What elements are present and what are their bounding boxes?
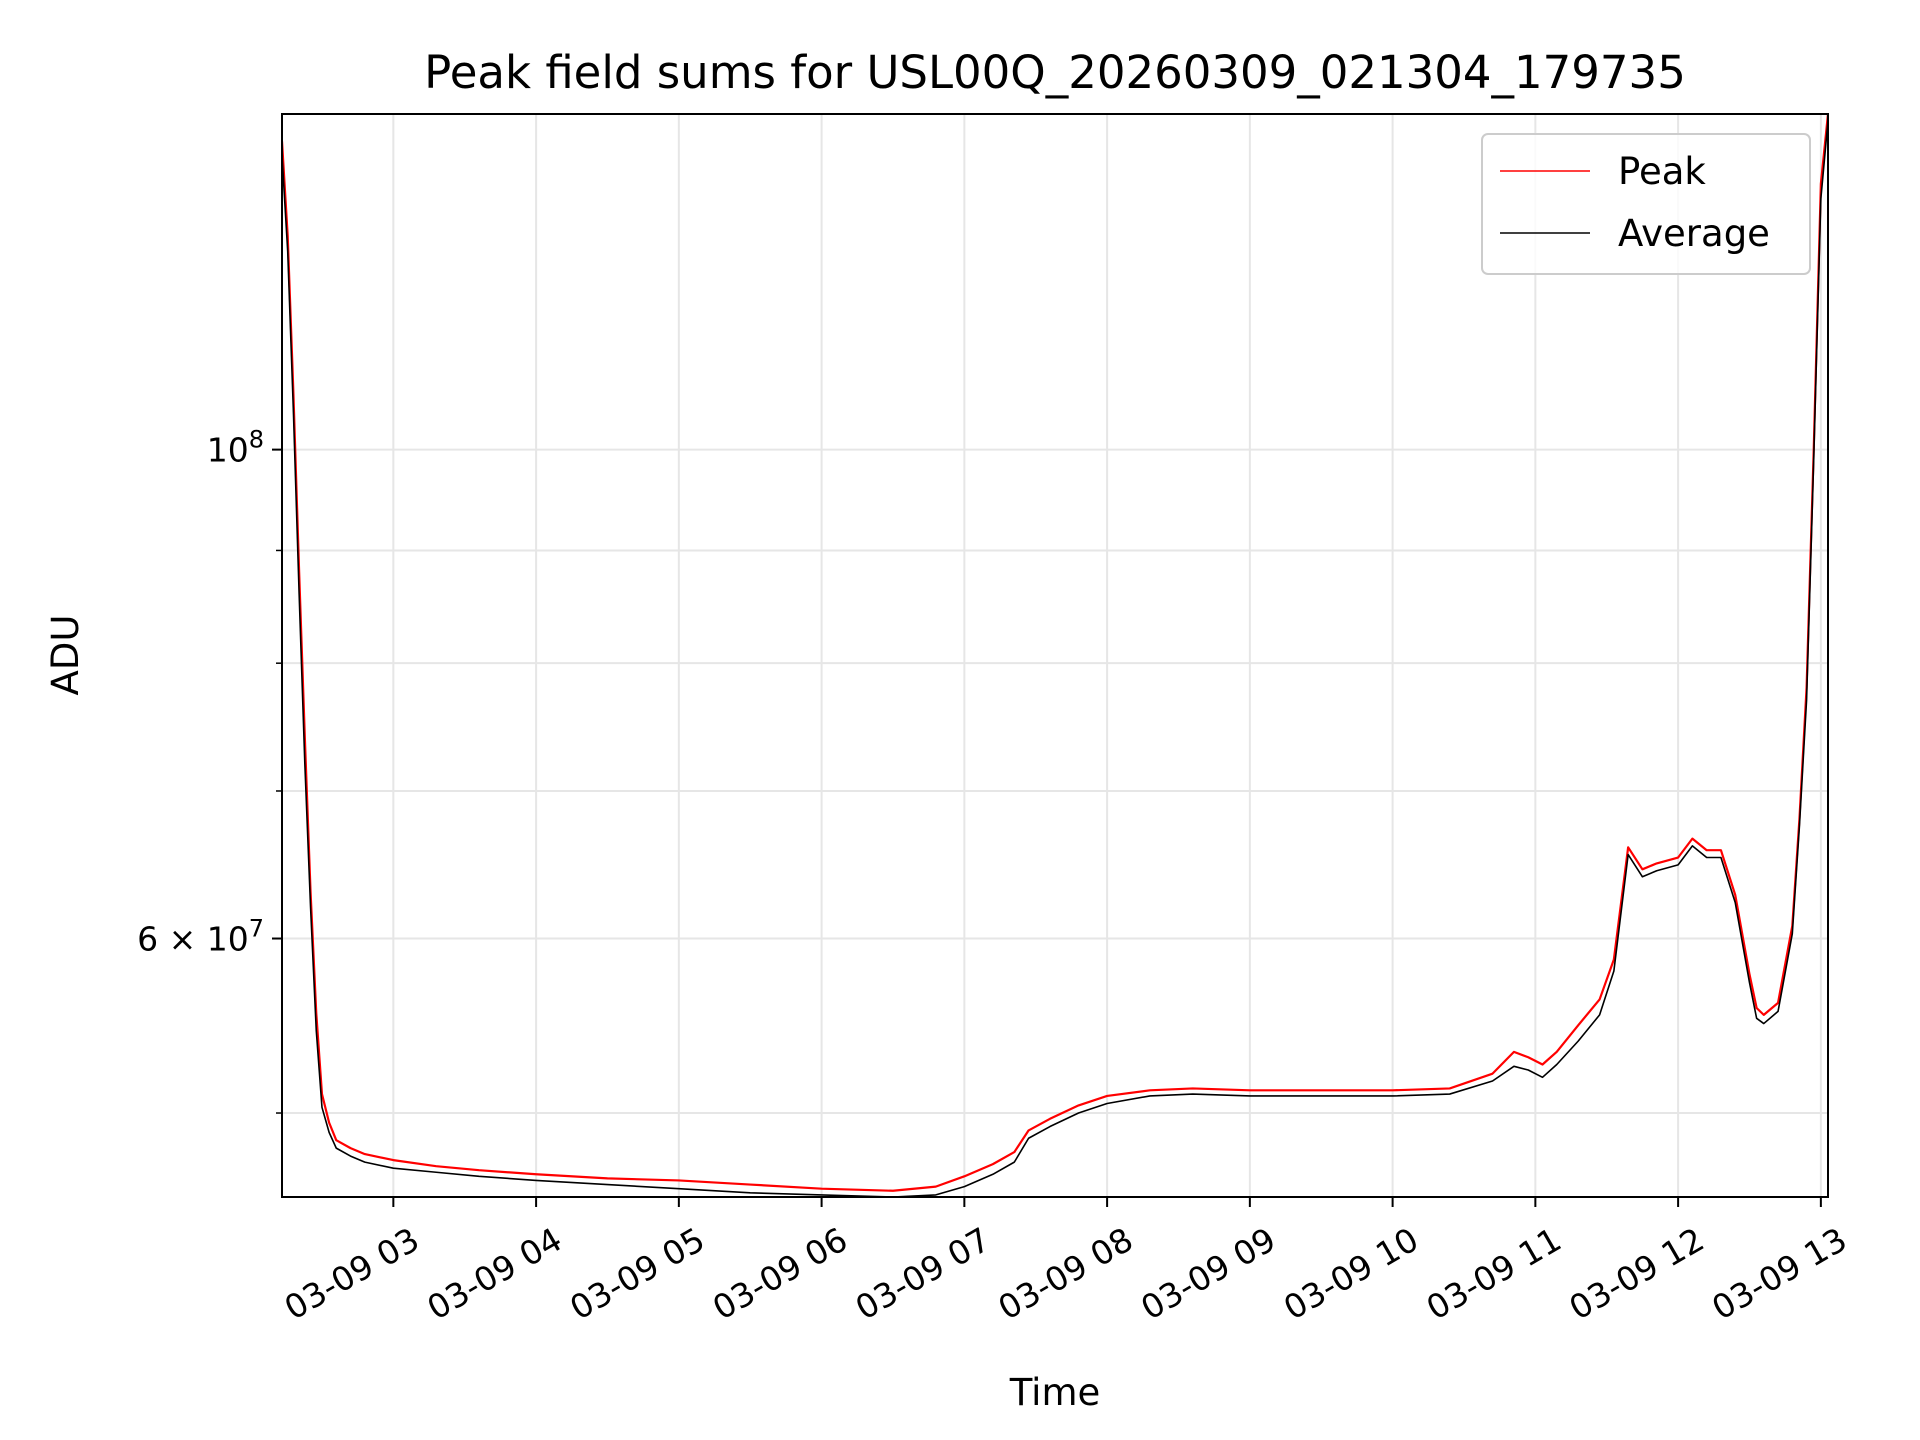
chart-title: Peak field sums for USL00Q_20260309_0213… (424, 46, 1686, 99)
series-line-peak (282, 114, 1828, 1192)
x-tick-label: 03-09 08 (992, 1220, 1140, 1328)
series-line-average (282, 120, 1828, 1197)
x-tick-label: 03-09 04 (420, 1220, 568, 1328)
y-axis-label: ADU (44, 615, 87, 696)
y-tick-label: 108 (207, 426, 264, 470)
x-tick-label: 03-09 10 (1277, 1220, 1425, 1328)
plot-frame (281, 113, 1829, 1198)
x-tick-label: 03-09 09 (1134, 1220, 1282, 1328)
x-tick-label: 03-09 03 (278, 1220, 426, 1328)
legend-label-peak: Peak (1618, 150, 1706, 193)
y-tick-label: 6 × 107 (137, 915, 264, 959)
plot-area (282, 114, 1828, 1197)
y-axis: 6 × 107 108 (137, 426, 282, 1114)
series-layer (282, 114, 1828, 1197)
x-tick-label: 03-09 13 (1705, 1220, 1853, 1328)
legend-box (1481, 133, 1811, 275)
x-tick-label: 03-09 06 (706, 1220, 854, 1328)
x-tick-label: 03-09 05 (563, 1220, 711, 1328)
legend: Peak Average (1481, 133, 1811, 275)
x-tick-label: 03-09 12 (1563, 1220, 1711, 1328)
x-tick-label: 03-09 07 (849, 1220, 997, 1328)
legend-label-average: Average (1618, 212, 1770, 255)
grid (282, 114, 1828, 1197)
x-tick-label: 03-09 11 (1420, 1220, 1568, 1328)
x-axis-label: Time (1009, 1371, 1101, 1414)
